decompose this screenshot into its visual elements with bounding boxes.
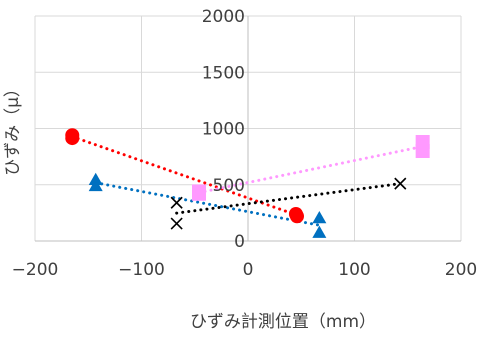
trendline-triangle [94,181,321,227]
trendline-square [197,145,425,195]
x-tick-labels: −200 −100 0 100 200 [12,260,478,280]
x-tick-label: −200 [12,260,59,280]
y-tick-label: 0 [234,232,245,252]
trendline-circle [70,135,299,217]
data-point-x-stroke [394,177,407,190]
y-tick-label: 2000 [202,7,245,27]
trendlines [70,135,425,227]
data-point-triangle [88,178,103,192]
x-tick-label: 200 [445,260,477,280]
data-point-x [394,177,407,190]
x-tick-label: 0 [243,260,254,280]
data-points [65,128,430,238]
trendline-x [175,182,402,215]
y-tick-label: 500 [213,176,245,196]
data-point-x [170,196,183,209]
data-point-triangle [88,172,103,185]
data-point-square [192,186,207,201]
x-tick-label: −100 [118,260,165,280]
y-tick-label: 1500 [202,63,245,83]
y-tick-labels: 0 500 1000 1500 2000 [202,7,245,252]
y-axis-title: ひずみ（μ） [3,80,23,176]
data-point-square [415,144,430,158]
x-tick-label: 100 [338,260,370,280]
data-point-circle [65,131,80,146]
data-point-triangle [312,225,327,238]
data-point-x-stroke [170,217,183,230]
data-point-x-stroke [170,196,183,209]
y-tick-label: 1000 [202,120,245,140]
data-point-triangle [312,210,327,224]
data-point-x [170,217,183,230]
data-point-circle [289,209,304,224]
x-axis-title: ひずみ計測位置（mm） [190,312,376,332]
